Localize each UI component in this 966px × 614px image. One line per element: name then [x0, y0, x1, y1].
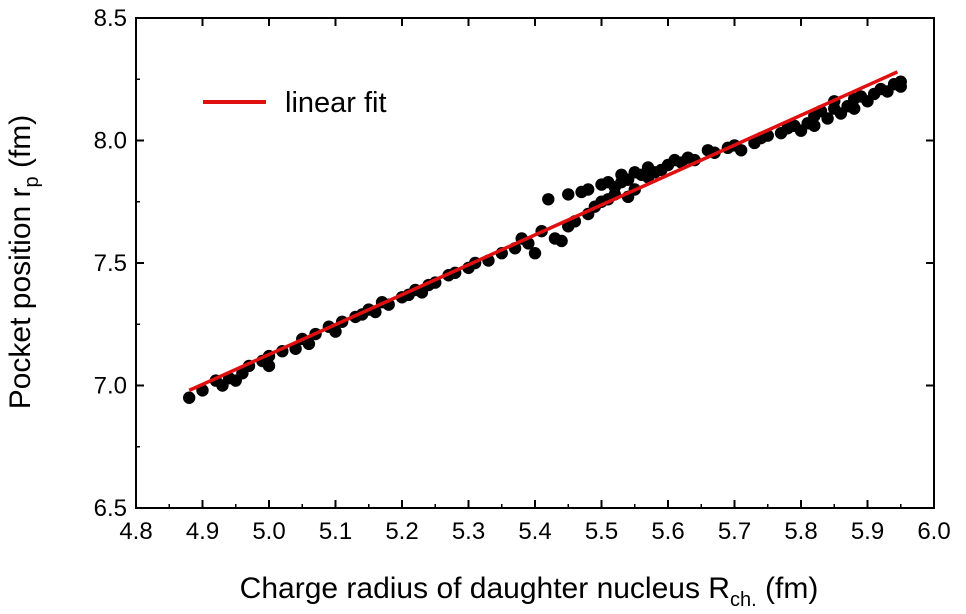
x-tick-label: 5.4: [518, 518, 551, 545]
y-tick-label: 7.0: [94, 373, 127, 400]
data-point: [542, 193, 555, 206]
y-tick-label: 7.5: [94, 250, 127, 277]
data-point: [183, 391, 196, 404]
x-tick-label: 5.2: [385, 518, 418, 545]
y-tick-label: 8.5: [94, 5, 127, 32]
data-point: [302, 337, 316, 351]
legend-label: linear fit: [285, 87, 387, 119]
y-axis-title: Pocket position rp (fm): [4, 115, 43, 410]
x-tick-label: 5.5: [585, 518, 618, 545]
linear-fit-line: [188, 70, 899, 392]
data-point: [734, 144, 748, 157]
data-point: [582, 183, 595, 196]
data-point: [329, 325, 342, 338]
data-point: [562, 188, 575, 201]
y-axis-ticks: 6.5 7.0 7.5 8.0 8.5: [94, 5, 934, 522]
plot-frame: [135, 17, 935, 509]
x-tick-label: 5.1: [319, 518, 352, 545]
data-points: [183, 75, 907, 404]
data-point: [821, 112, 834, 125]
x-tick-label: 4.8: [119, 518, 152, 545]
x-tick-label: 5.6: [651, 518, 684, 545]
x-tick-label: 4.9: [186, 518, 219, 545]
x-tick-label: 6.0: [917, 518, 950, 545]
data-point: [528, 247, 542, 260]
x-tick-label: 5.8: [784, 518, 817, 545]
y-tick-label: 8.0: [94, 128, 127, 155]
x-axis-ticks: 4.8 4.9 5.0 5.1 5.2 5.3 5.4 5.5 5.6 5.7 5.8 5.9 6.0: [119, 18, 951, 545]
data-point: [808, 119, 821, 132]
legend: linear fit: [203, 87, 387, 119]
x-tick-label: 5.3: [452, 518, 485, 545]
data-point: [555, 234, 568, 248]
x-tick-label: 5.0: [252, 518, 285, 545]
y-tick-label: 6.5: [94, 495, 127, 522]
data-point: [894, 80, 907, 93]
x-tick-label: 5.7: [718, 518, 751, 545]
data-point: [262, 359, 276, 373]
x-tick-label: 5.9: [851, 518, 884, 545]
fit-line-layer: [188, 70, 899, 392]
data-point: [848, 102, 861, 115]
x-axis-title: Charge radius of daughter nucleus Rch. (…: [240, 572, 819, 611]
